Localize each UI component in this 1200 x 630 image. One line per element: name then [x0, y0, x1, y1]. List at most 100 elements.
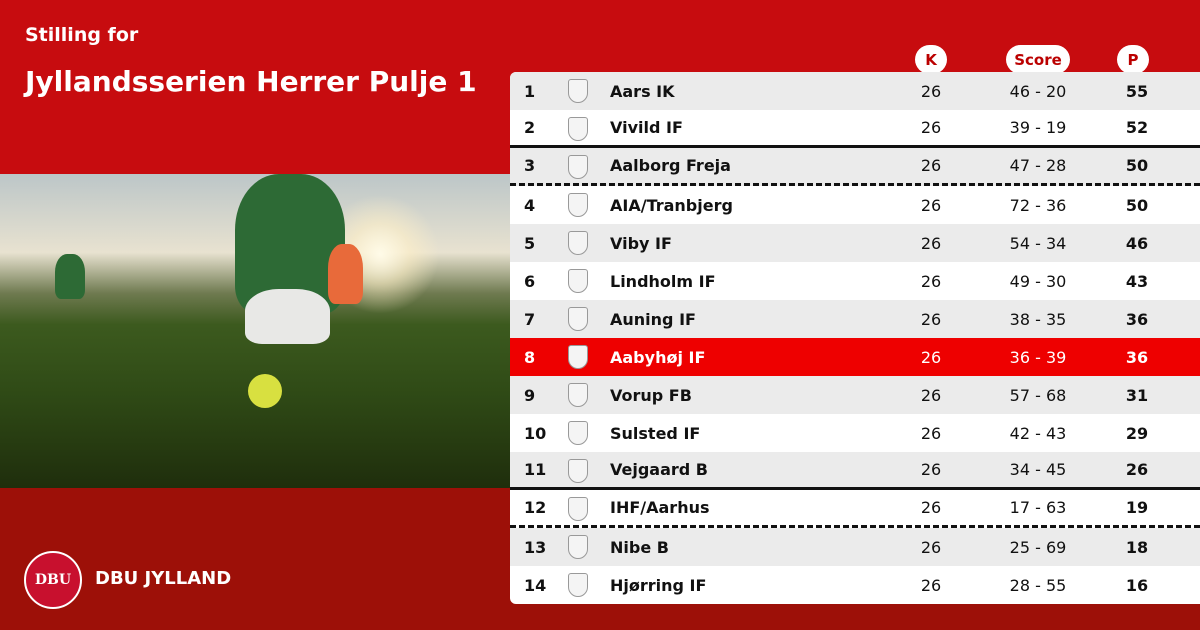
subtitle: Stilling for — [25, 24, 139, 46]
club-crest-icon — [568, 573, 588, 597]
team-name: Vivild IF — [610, 118, 683, 137]
points: 19 — [1125, 498, 1149, 517]
rank: 9 — [524, 385, 536, 405]
points: 36 — [1125, 309, 1149, 329]
rank: 8 — [524, 347, 536, 367]
football-photo — [0, 174, 510, 488]
matches-played: 26 — [920, 195, 942, 215]
team-name: IHF/Aarhus — [610, 498, 710, 517]
matches-played: 26 — [920, 156, 942, 175]
goal-score: 72 - 36 — [1009, 195, 1067, 215]
page-title: Jyllandsserien Herrer Pulje 1 — [25, 65, 477, 98]
rank: 1 — [524, 81, 536, 101]
goal-score: 34 - 45 — [1009, 460, 1067, 479]
table-row: 8 Aabyhøj IF 26 36 - 39 36 — [510, 338, 1200, 376]
rank: 10 — [524, 423, 547, 443]
club-crest-icon — [568, 497, 588, 521]
rank: 4 — [524, 195, 536, 215]
rank: 2 — [524, 118, 536, 137]
table-row: 14 Hjørring IF 26 28 - 55 16 — [510, 566, 1200, 604]
matches-played: 26 — [920, 575, 942, 595]
ball — [248, 374, 282, 408]
matches-played: 26 — [920, 347, 942, 367]
team-name: Auning IF — [610, 309, 696, 329]
points: 46 — [1125, 233, 1149, 253]
points: 31 — [1125, 385, 1149, 405]
club-crest-icon — [568, 269, 588, 293]
club-crest-icon — [568, 535, 588, 559]
brand-name: DBU JYLLAND — [95, 568, 232, 589]
team-name: Vorup FB — [610, 385, 692, 405]
table-row: 6 Lindholm IF 26 49 - 30 43 — [510, 262, 1200, 300]
matches-played: 26 — [920, 271, 942, 291]
table-row: 4 AIA/Tranbjerg 26 72 - 36 50 — [510, 186, 1200, 224]
rank: 13 — [524, 537, 547, 557]
goal-score: 39 - 19 — [1009, 118, 1067, 137]
points: 18 — [1125, 537, 1149, 557]
table-row: 7 Auning IF 26 38 - 35 36 — [510, 300, 1200, 338]
points: 43 — [1125, 271, 1149, 291]
table-row: 5 Viby IF 26 54 - 34 46 — [510, 224, 1200, 262]
rank: 5 — [524, 233, 536, 253]
matches-played: 26 — [920, 498, 942, 517]
matches-played: 26 — [920, 423, 942, 443]
player-figure — [245, 289, 330, 344]
team-name: Hjørring IF — [610, 575, 707, 595]
team-name: Viby IF — [610, 233, 672, 253]
matches-played: 26 — [920, 81, 942, 101]
club-crest-icon — [568, 345, 588, 369]
points: 55 — [1125, 81, 1149, 101]
matches-played: 26 — [920, 537, 942, 557]
rank: 3 — [524, 156, 536, 175]
points: 50 — [1125, 156, 1149, 175]
team-name: Vejgaard B — [610, 460, 708, 479]
goal-score: 57 - 68 — [1009, 385, 1067, 405]
goal-score: 36 - 39 — [1009, 347, 1067, 367]
points: 36 — [1125, 347, 1149, 367]
matches-played: 26 — [920, 385, 942, 405]
goal-score: 42 - 43 — [1009, 423, 1067, 443]
club-crest-icon — [568, 231, 588, 255]
team-name: Nibe B — [610, 537, 669, 557]
rank: 7 — [524, 309, 536, 329]
column-header-k: K — [915, 45, 947, 74]
table-row: 12 IHF/Aarhus 26 17 - 63 19 — [510, 490, 1200, 528]
goal-score: 54 - 34 — [1009, 233, 1067, 253]
table-row: 13 Nibe B 26 25 - 69 18 — [510, 528, 1200, 566]
club-crest-icon — [568, 459, 588, 483]
club-crest-icon — [568, 307, 588, 331]
club-crest-icon — [568, 421, 588, 445]
club-crest-icon — [568, 193, 588, 217]
goal-score: 47 - 28 — [1009, 156, 1067, 175]
goal-score: 38 - 35 — [1009, 309, 1067, 329]
dbu-logo: DBU — [24, 551, 82, 609]
table-row: 11 Vejgaard B 26 34 - 45 26 — [510, 452, 1200, 490]
club-crest-icon — [568, 117, 588, 141]
goal-score: 46 - 20 — [1009, 81, 1067, 101]
matches-played: 26 — [920, 460, 942, 479]
club-crest-icon — [568, 79, 588, 103]
column-header-score: Score — [1006, 45, 1070, 74]
club-crest-icon — [568, 155, 588, 179]
table-row: 9 Vorup FB 26 57 - 68 31 — [510, 376, 1200, 414]
column-header-p: P — [1117, 45, 1149, 74]
team-name: Aars IK — [610, 81, 675, 101]
rank: 6 — [524, 271, 536, 291]
matches-played: 26 — [920, 309, 942, 329]
points: 52 — [1125, 118, 1149, 137]
goal-score: 49 - 30 — [1009, 271, 1067, 291]
player-figure — [55, 254, 85, 299]
goal-score: 28 - 55 — [1009, 575, 1067, 595]
team-name: Aabyhøj IF — [610, 347, 706, 367]
table-row: 1 Aars IK 26 46 - 20 55 — [510, 72, 1200, 110]
table-row: 10 Sulsted IF 26 42 - 43 29 — [510, 414, 1200, 452]
logo-text: DBU — [34, 572, 72, 588]
matches-played: 26 — [920, 118, 942, 137]
goal-score: 17 - 63 — [1009, 498, 1067, 517]
rank: 11 — [524, 460, 547, 479]
points: 16 — [1125, 575, 1149, 595]
team-name: Sulsted IF — [610, 423, 701, 443]
goal-score: 25 - 69 — [1009, 537, 1067, 557]
table-row: 2 Vivild IF 26 39 - 19 52 — [510, 110, 1200, 148]
club-crest-icon — [568, 383, 588, 407]
